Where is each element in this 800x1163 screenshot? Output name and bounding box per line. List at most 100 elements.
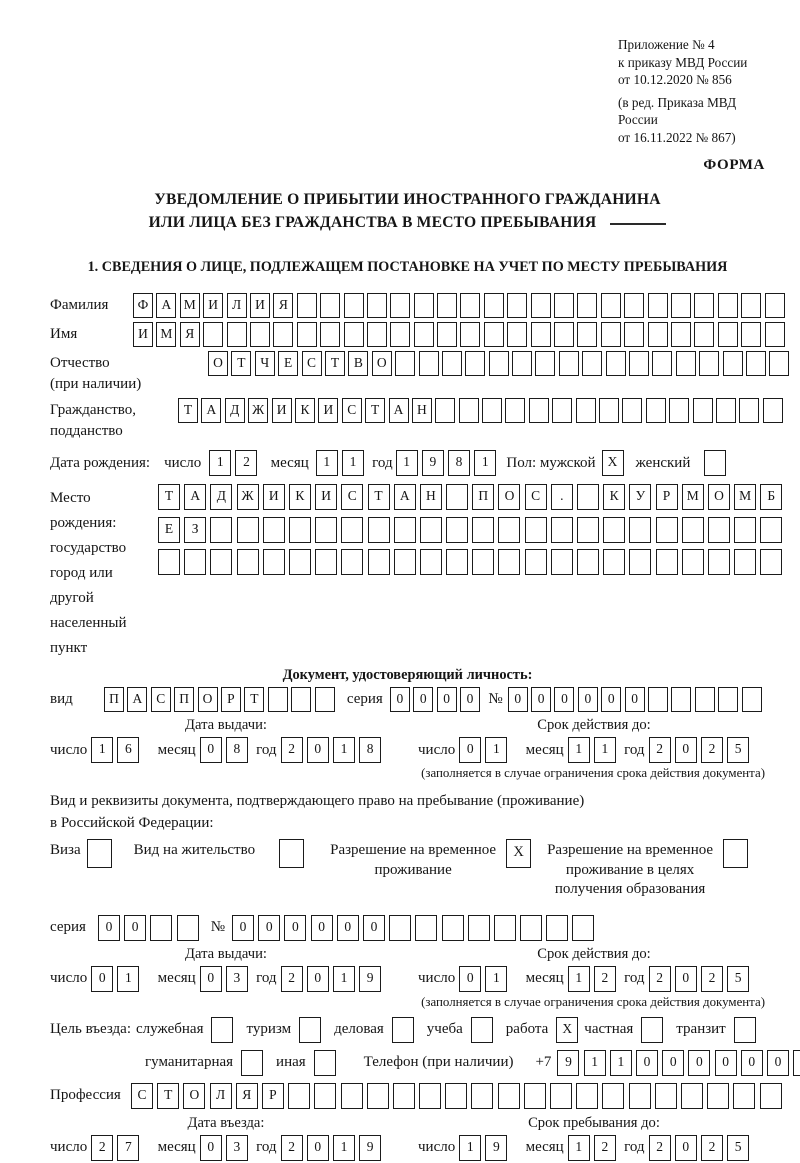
form-cell[interactable]	[530, 293, 551, 318]
official-checkbox[interactable]	[211, 1016, 234, 1043]
form-cell[interactable]	[600, 293, 621, 318]
form-cell[interactable]: 9	[421, 450, 444, 476]
form-cell[interactable]: О	[371, 351, 392, 376]
form-cell[interactable]: Ж	[248, 398, 269, 423]
form-cell[interactable]	[296, 322, 317, 347]
form-cell[interactable]: Р	[261, 1082, 284, 1109]
form-cell[interactable]	[211, 1016, 234, 1043]
form-cell[interactable]: 0	[459, 737, 482, 763]
form-cell[interactable]	[622, 398, 643, 423]
form-cell[interactable]: Т	[244, 687, 265, 712]
form-cell[interactable]	[745, 351, 766, 376]
form-cell[interactable]: 1	[117, 965, 140, 992]
form-cell[interactable]	[470, 1016, 493, 1043]
form-cell[interactable]: И	[249, 293, 270, 318]
form-cell[interactable]: И	[203, 293, 224, 318]
form-cell[interactable]: А	[127, 687, 148, 712]
form-cell[interactable]: 8	[225, 737, 248, 763]
form-cell[interactable]	[366, 1082, 389, 1109]
form-cell[interactable]: Т	[158, 484, 180, 510]
form-cell[interactable]	[576, 1082, 599, 1109]
form-cell[interactable]	[446, 516, 469, 543]
form-cell[interactable]: 0	[636, 1049, 658, 1076]
form-cell[interactable]: П	[472, 484, 495, 510]
form-cell[interactable]	[273, 322, 294, 347]
form-cell[interactable]	[419, 549, 442, 575]
form-cell[interactable]: 1	[332, 965, 355, 992]
form-cell[interactable]	[520, 914, 543, 941]
form-cell[interactable]	[624, 322, 645, 347]
form-cell[interactable]: 0	[459, 965, 482, 992]
form-cell[interactable]: М	[734, 484, 757, 510]
form-cell[interactable]: 1	[341, 450, 364, 476]
form-cell[interactable]: Т	[365, 398, 386, 423]
form-cell[interactable]: 2	[700, 1134, 723, 1161]
form-cell[interactable]	[769, 351, 790, 376]
form-cell[interactable]	[210, 516, 233, 543]
form-cell[interactable]: Т	[157, 1082, 180, 1109]
form-cell[interactable]	[647, 322, 668, 347]
form-cell[interactable]	[498, 549, 521, 575]
form-cell[interactable]	[764, 322, 785, 347]
form-cell[interactable]	[741, 687, 762, 712]
form-cell[interactable]: К	[288, 484, 311, 510]
form-cell[interactable]: 0	[601, 687, 622, 712]
form-cell[interactable]: 0	[91, 965, 114, 992]
form-cell[interactable]: А	[388, 398, 409, 423]
form-cell[interactable]: 1	[459, 1134, 482, 1161]
form-cell[interactable]	[707, 549, 730, 575]
form-cell[interactable]: Н	[419, 484, 442, 510]
form-cell[interactable]	[554, 293, 575, 318]
form-cell[interactable]	[390, 293, 411, 318]
form-cell[interactable]: 2	[648, 965, 671, 992]
form-cell[interactable]	[577, 293, 598, 318]
form-cell[interactable]: П	[103, 687, 124, 712]
form-cell[interactable]	[392, 1082, 415, 1109]
form-cell[interactable]	[472, 516, 495, 543]
form-cell[interactable]	[764, 293, 785, 318]
form-cell[interactable]	[460, 322, 481, 347]
form-cell[interactable]	[645, 398, 666, 423]
form-cell[interactable]	[603, 549, 626, 575]
form-cell[interactable]: 0	[577, 687, 598, 712]
form-cell[interactable]	[648, 687, 669, 712]
form-cell[interactable]: X	[556, 1016, 579, 1043]
form-cell[interactable]: Л	[226, 293, 247, 318]
form-cell[interactable]: 0	[199, 737, 222, 763]
form-cell[interactable]: 2	[91, 1134, 114, 1161]
form-cell[interactable]: 0	[688, 1049, 711, 1076]
form-cell[interactable]	[446, 549, 469, 575]
form-cell[interactable]: А	[184, 484, 207, 510]
form-cell[interactable]: 0	[674, 965, 697, 992]
form-cell[interactable]	[249, 322, 270, 347]
form-cell[interactable]	[654, 1082, 677, 1109]
form-cell[interactable]: Я	[273, 293, 294, 318]
form-cell[interactable]	[418, 351, 439, 376]
form-cell[interactable]: 0	[554, 687, 575, 712]
form-cell[interactable]: X	[601, 450, 624, 476]
private-checkbox[interactable]	[641, 1016, 664, 1043]
form-cell[interactable]	[655, 549, 678, 575]
form-cell[interactable]	[458, 398, 479, 423]
form-cell[interactable]	[367, 549, 390, 575]
form-cell[interactable]: 3	[225, 965, 248, 992]
form-cell[interactable]: Е	[158, 516, 180, 543]
form-cell[interactable]: 0	[460, 687, 480, 712]
form-cell[interactable]: Р	[655, 484, 678, 510]
form-cell[interactable]: 0	[310, 914, 333, 941]
form-cell[interactable]: М	[681, 484, 704, 510]
form-cell[interactable]	[739, 398, 760, 423]
form-cell[interactable]: 2	[280, 737, 303, 763]
form-cell[interactable]	[715, 398, 736, 423]
transit-checkbox[interactable]	[733, 1016, 756, 1043]
form-cell[interactable]	[554, 322, 575, 347]
form-cell[interactable]	[441, 914, 464, 941]
form-cell[interactable]	[681, 549, 704, 575]
form-cell[interactable]	[267, 687, 288, 712]
form-cell[interactable]: 1	[567, 737, 590, 763]
